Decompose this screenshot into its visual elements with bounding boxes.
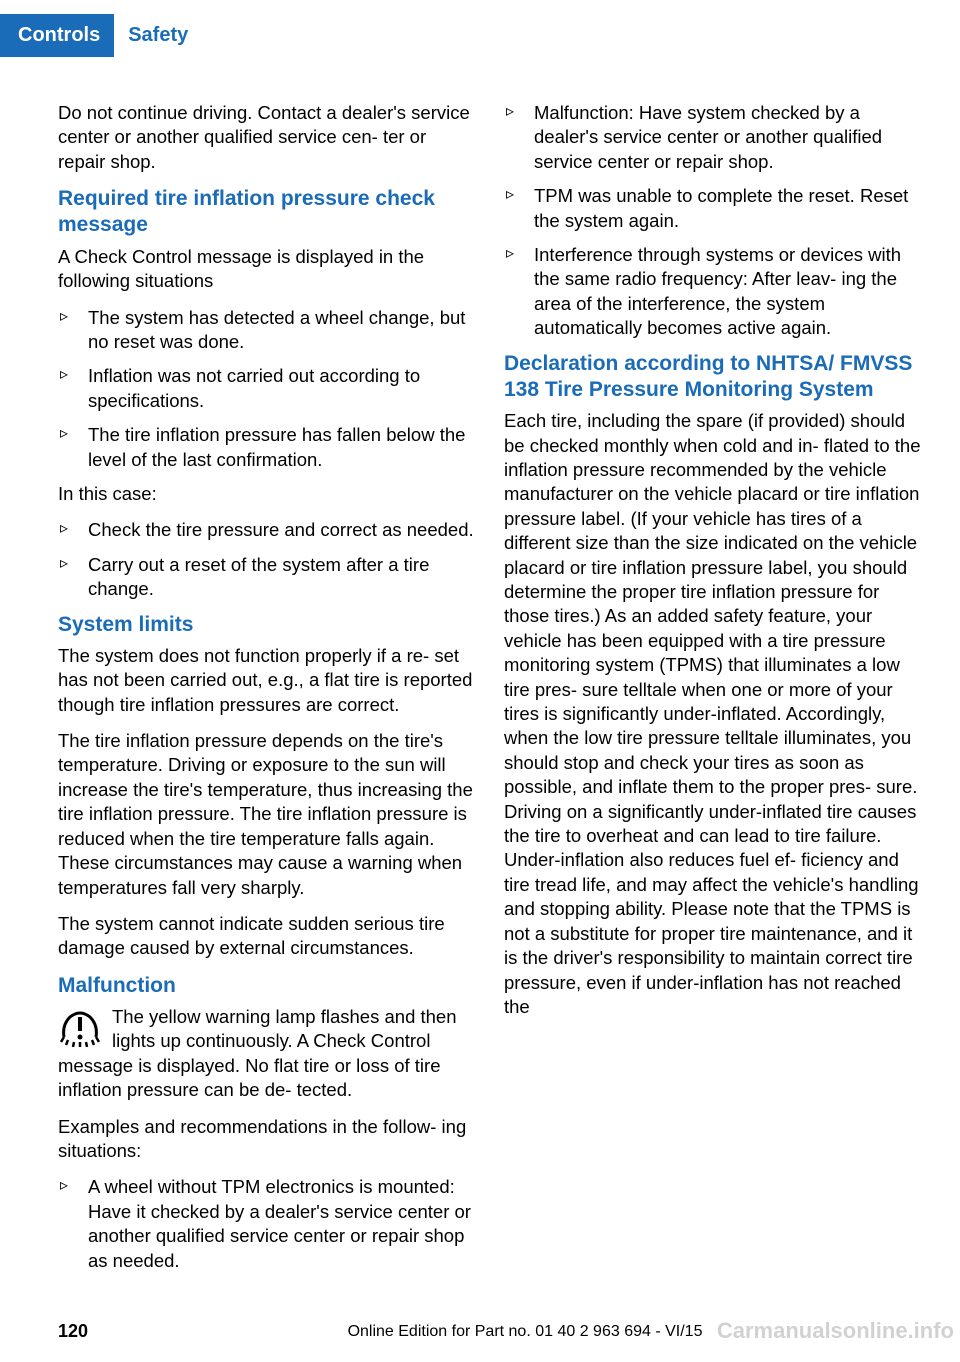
limits-paragraph-1: The system does not function properly if… [58,644,476,717]
list-item: Carry out a reset of the system after a … [58,553,476,602]
page-number: 120 [58,1321,88,1342]
limits-paragraph-3: The system cannot indicate sudden seriou… [58,912,476,961]
in-this-case-label: In this case: [58,482,476,506]
list-item: TPM was unable to complete the reset. Re… [504,184,922,233]
page-header: Controls Safety [0,0,960,71]
list-item: Interference through systems or devices … [504,243,922,341]
heading-system-limits: System limits [58,612,476,638]
examples-paragraph: Examples and recommendations in the foll… [58,1115,476,1164]
case-list: Check the tire pressure and correct as n… [58,518,476,601]
heading-declaration: Declaration according to NHTSA/ FMVSS 13… [504,351,922,404]
list-item: Check the tire pressure and correct as n… [58,518,476,542]
malfunction-block: The yellow warning lamp flashes and then… [58,1005,476,1103]
required-list: The system has detected a wheel change, … [58,306,476,472]
section-title: Safety [114,14,202,57]
heading-malfunction: Malfunction [58,973,476,999]
required-paragraph: A Check Control message is displayed in … [58,245,476,294]
malfunction-paragraph: The yellow warning lamp flashes and then… [58,1006,457,1100]
watermark-text: Carmanualsonline.info [717,1318,960,1344]
list-item: Malfunction: Have system checked by a de… [504,101,922,174]
list-item: The tire inflation pressure has fallen b… [58,423,476,472]
main-content: Do not continue driving. Contact a deale… [0,71,960,1281]
chapter-tab: Controls [0,14,114,57]
list-item: The system has detected a wheel change, … [58,306,476,355]
declaration-paragraph: Each tire, including the spare (if provi… [504,409,922,1019]
tpm-warning-icon [58,1007,102,1053]
list-item: A wheel without TPM electronics is mount… [58,1175,476,1273]
limits-paragraph-2: The tire inflation pressure depends on t… [58,729,476,900]
intro-paragraph: Do not continue driving. Contact a deale… [58,101,476,174]
heading-required-check: Required tire inflation pressure check m… [58,186,476,239]
list-item: Inflation was not carried out according … [58,364,476,413]
